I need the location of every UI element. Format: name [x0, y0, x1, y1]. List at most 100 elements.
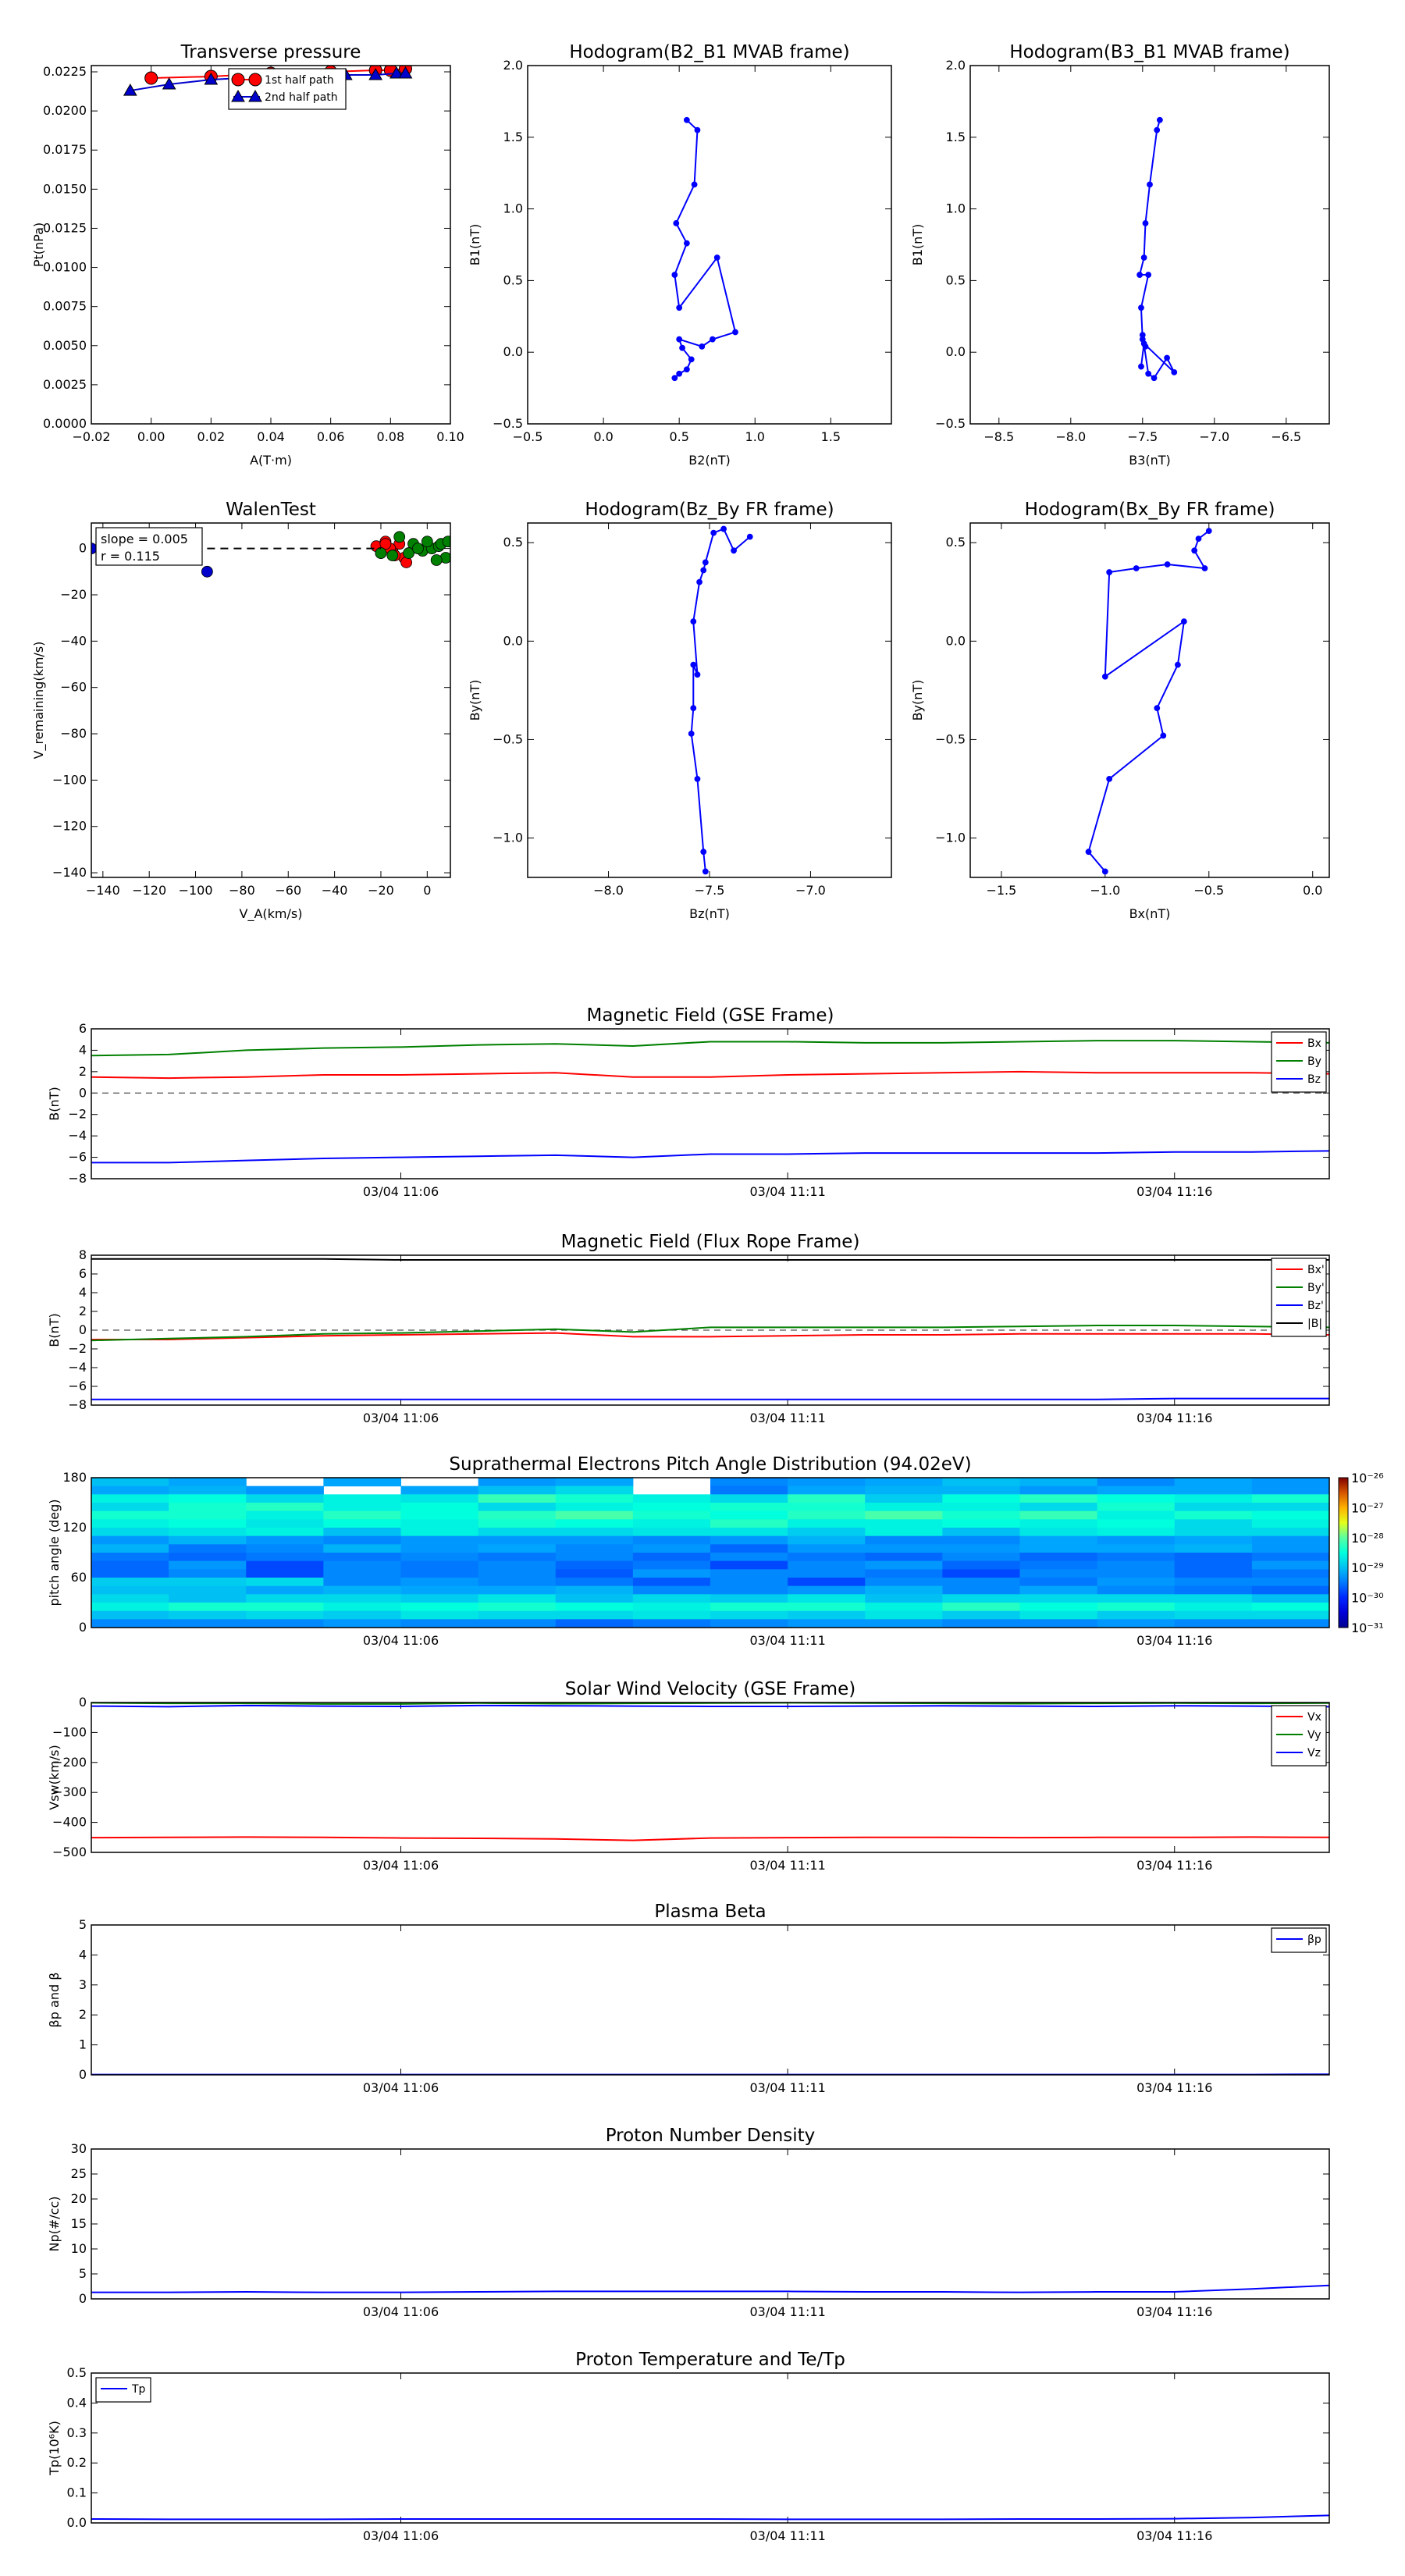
- x-tick-label: 0.5: [669, 429, 688, 444]
- series-line-1: [91, 1325, 1329, 1342]
- data-point: [1180, 618, 1187, 625]
- axes-frame: [91, 1924, 1330, 2076]
- heatmap-cell: [1174, 1560, 1253, 1570]
- heatmap-cell: [710, 1610, 788, 1620]
- y-tick-label: 60: [71, 1570, 87, 1585]
- heatmap-cell: [788, 1553, 866, 1562]
- heatmap-cell: [865, 1519, 943, 1528]
- axes-frame: [91, 65, 451, 425]
- x-tick-label: 03/04 11:06: [363, 2304, 439, 2319]
- data-point: [1138, 304, 1144, 311]
- heatmap-cell: [1251, 1610, 1329, 1620]
- heatmap-cell: [478, 1510, 557, 1520]
- legend-label: Bz': [1307, 1300, 1324, 1312]
- heatmap-cell: [865, 1553, 943, 1562]
- heatmap-cell: [632, 1560, 711, 1570]
- legend-label: Vy: [1307, 1729, 1321, 1742]
- heatmap-cell: [865, 1610, 943, 1620]
- x-tick-label: 03/04 11:11: [749, 2304, 825, 2319]
- data-point: [746, 533, 753, 540]
- x-tick-label: 0.0: [593, 429, 613, 444]
- heatmap-cell: [169, 1510, 247, 1520]
- series-line-0: [674, 119, 737, 379]
- heatmap-cell: [478, 1594, 557, 1603]
- heatmap-cell: [400, 1619, 479, 1628]
- legend-label: By: [1307, 1055, 1321, 1068]
- heatmap-cell: [1251, 1528, 1329, 1537]
- data-point: [1147, 181, 1153, 188]
- heatmap-cell: [555, 1553, 634, 1562]
- x-tick-label: −8.0: [593, 883, 624, 898]
- y-tick-label: 180: [62, 1470, 87, 1485]
- heatmap-cell: [478, 1585, 557, 1595]
- heatmap-cell: [323, 1553, 401, 1562]
- plot-area: [1136, 116, 1178, 382]
- heatmap-cell: [400, 1544, 479, 1553]
- y-tick-label: −1.0: [935, 831, 966, 845]
- heatmap-cell: [1251, 1478, 1329, 1487]
- y-tick-label: 0.0: [946, 633, 966, 648]
- y-tick-label: 2: [79, 2007, 87, 2022]
- heatmap-cell: [1097, 1510, 1176, 1520]
- heatmap-cell: [865, 1619, 943, 1628]
- heatmap-cell: [555, 1578, 634, 1587]
- heatmap-cell: [942, 1503, 1020, 1512]
- heatmap-cell: [1174, 1544, 1253, 1553]
- y-tick-label: −300: [52, 1784, 87, 1799]
- heatmap-cell: [1019, 1535, 1098, 1545]
- legend-label: |B|: [1307, 1318, 1322, 1330]
- data-point: [201, 565, 213, 578]
- x-tick-label: 03/04 11:16: [1136, 1411, 1212, 1425]
- data-point: [123, 84, 137, 96]
- chart-title: Magnetic Field (GSE Frame): [587, 1005, 834, 1026]
- chart-magnetic-field-fr: Magnetic Field (Flux Rope Frame) B(nT) 03/…: [47, 1232, 1330, 1425]
- x-tick-label: 03/04 11:16: [1136, 1858, 1212, 1873]
- heatmap-cell: [788, 1594, 866, 1603]
- x-axis-label: B2(nT): [688, 453, 731, 468]
- colorbar: [1338, 1477, 1349, 1628]
- heatmap-cell: [632, 1510, 711, 1520]
- heatmap-cell: [169, 1610, 247, 1620]
- heatmap-cell: [632, 1528, 711, 1537]
- heatmap-cell: [1251, 1585, 1329, 1595]
- y-tick-label: 10: [71, 2241, 87, 2256]
- y-tick-label: 0.5: [503, 272, 523, 287]
- chart-title: Hodogram(B2_B1 MVAB frame): [569, 42, 849, 62]
- data-point: [1142, 220, 1149, 226]
- data-point: [731, 547, 737, 554]
- heatmap-cell: [1174, 1485, 1253, 1495]
- y-tick-label: 0.5: [946, 535, 966, 550]
- chart-title: Plasma Beta: [654, 1902, 766, 1922]
- heatmap-cell: [478, 1603, 557, 1612]
- heatmap-cell: [1019, 1478, 1098, 1487]
- heatmap-cell: [555, 1619, 634, 1628]
- y-tick-label: 0.0075: [43, 299, 87, 314]
- y-tick-label: 0.0050: [43, 338, 87, 353]
- y-tick-label: −4: [68, 1128, 87, 1143]
- heatmap-cell: [91, 1510, 169, 1520]
- axes-frame: [969, 65, 1330, 425]
- heatmap-cell: [1251, 1544, 1329, 1553]
- y-tick-label: 0.0150: [43, 181, 87, 196]
- x-tick-label: −0.5: [513, 429, 543, 444]
- heatmap-cell: [865, 1603, 943, 1612]
- heatmap-cell: [323, 1535, 401, 1545]
- x-tick-label: 03/04 11:11: [749, 1411, 825, 1425]
- heatmap-cell: [478, 1560, 557, 1570]
- y-tick-label: 2.0: [946, 58, 966, 73]
- heatmap-cell: [942, 1519, 1020, 1528]
- x-tick-label: −7.5: [695, 883, 725, 898]
- chart-walen-test: WalenTestV_A(km/s)V_remaining(km/s)−140−…: [31, 500, 451, 922]
- data-point: [688, 356, 695, 363]
- legend-label: Tp: [131, 2383, 146, 2396]
- heatmap-cell: [1019, 1560, 1098, 1570]
- x-tick-label: −7.5: [1127, 429, 1158, 444]
- x-tick-label: 03/04 11:16: [1136, 1633, 1212, 1648]
- y-tick-label: −1.0: [493, 831, 523, 845]
- heatmap-cell: [1019, 1519, 1098, 1528]
- y-tick-label: −140: [52, 865, 87, 880]
- legend-marker: [248, 73, 262, 87]
- colorbar-label: 10⁻²⁷: [1351, 1500, 1384, 1515]
- x-tick-label: 0.02: [197, 429, 226, 444]
